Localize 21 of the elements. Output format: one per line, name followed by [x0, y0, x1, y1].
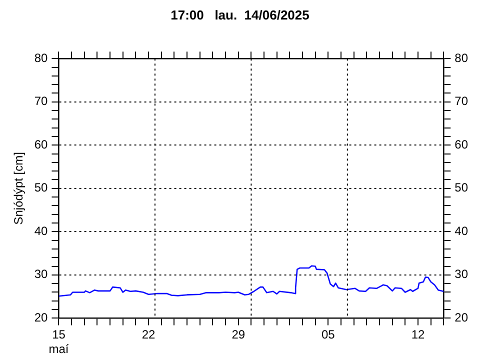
- y-tick-label: 70: [34, 94, 48, 108]
- y-axis-title: Snjódýpt [cm]: [12, 152, 26, 225]
- x-tick-label: 29: [232, 328, 246, 342]
- x-tick-label: 12: [411, 328, 425, 342]
- y2-tick-label: 70: [454, 94, 468, 108]
- y2-tick-label: 80: [454, 50, 468, 65]
- y2-tick-label: 20: [454, 310, 468, 325]
- x-tick-label: 05: [322, 328, 336, 342]
- y-tick-label: 50: [34, 180, 48, 195]
- y-tick-label: 30: [34, 267, 48, 282]
- chart-title: 17:00 lau. 14/06/2025: [170, 7, 310, 22]
- y-tick-label: 80: [34, 50, 48, 65]
- y2-tick-label: 50: [454, 180, 468, 195]
- y2-tick-label: 30: [454, 267, 468, 282]
- y2-tick-label: 60: [454, 137, 468, 152]
- y-tick-label: 20: [34, 310, 48, 325]
- y2-tick-label: 40: [454, 224, 468, 238]
- x-tick-label: 22: [142, 328, 156, 342]
- y-tick-label: 60: [34, 137, 48, 152]
- x-tick-label: 15 maí: [48, 328, 70, 356]
- y-tick-label: 40: [34, 224, 48, 238]
